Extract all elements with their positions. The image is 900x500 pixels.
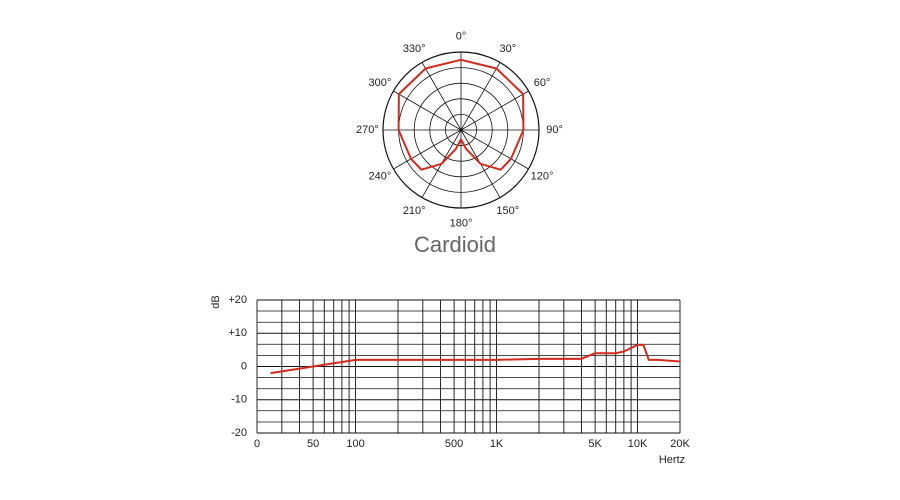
angle-label: 240° xyxy=(369,171,392,183)
y-tick-label: 0 xyxy=(241,360,247,372)
x-tick-label: 10K xyxy=(628,438,648,450)
y-tick-label: -10 xyxy=(231,394,247,406)
angle-label: 120° xyxy=(531,171,554,183)
y-axis-label: dB xyxy=(210,295,222,308)
y-tick-label: +20 xyxy=(228,294,247,306)
angle-label: 60° xyxy=(534,77,551,89)
x-tick-label: 5K xyxy=(588,438,602,450)
angle-label: 300° xyxy=(369,77,392,89)
angle-label: 330° xyxy=(403,43,426,55)
x-tick-label: 0 xyxy=(254,438,260,450)
polar-spoke xyxy=(421,62,462,131)
angle-label: 180° xyxy=(450,218,473,230)
angle-label: 270° xyxy=(356,124,379,136)
x-tick-label: 500 xyxy=(445,438,463,450)
x-axis-label: Hertz xyxy=(659,454,685,466)
polar-curve xyxy=(397,58,525,171)
polar-spoke xyxy=(393,90,462,131)
angle-label: 30° xyxy=(499,43,516,55)
x-tick-label: 20K xyxy=(670,438,690,450)
polar-spoke xyxy=(393,129,462,170)
x-tick-label: 100 xyxy=(346,438,364,450)
angle-label: 210° xyxy=(403,205,426,217)
response-curve xyxy=(270,343,681,375)
polar-spoke xyxy=(460,90,529,131)
y-tick-label: +10 xyxy=(228,327,247,339)
polar-title: Cardioid xyxy=(414,232,496,257)
polar-spoke xyxy=(460,62,501,131)
y-tick-label: -20 xyxy=(231,427,247,439)
x-tick-label: 50 xyxy=(307,438,319,450)
polar-spoke xyxy=(460,129,529,170)
angle-label: 150° xyxy=(496,205,519,217)
angle-label: 0° xyxy=(456,30,467,42)
x-tick-label: 1K xyxy=(490,438,504,450)
angle-label: 90° xyxy=(546,124,563,136)
